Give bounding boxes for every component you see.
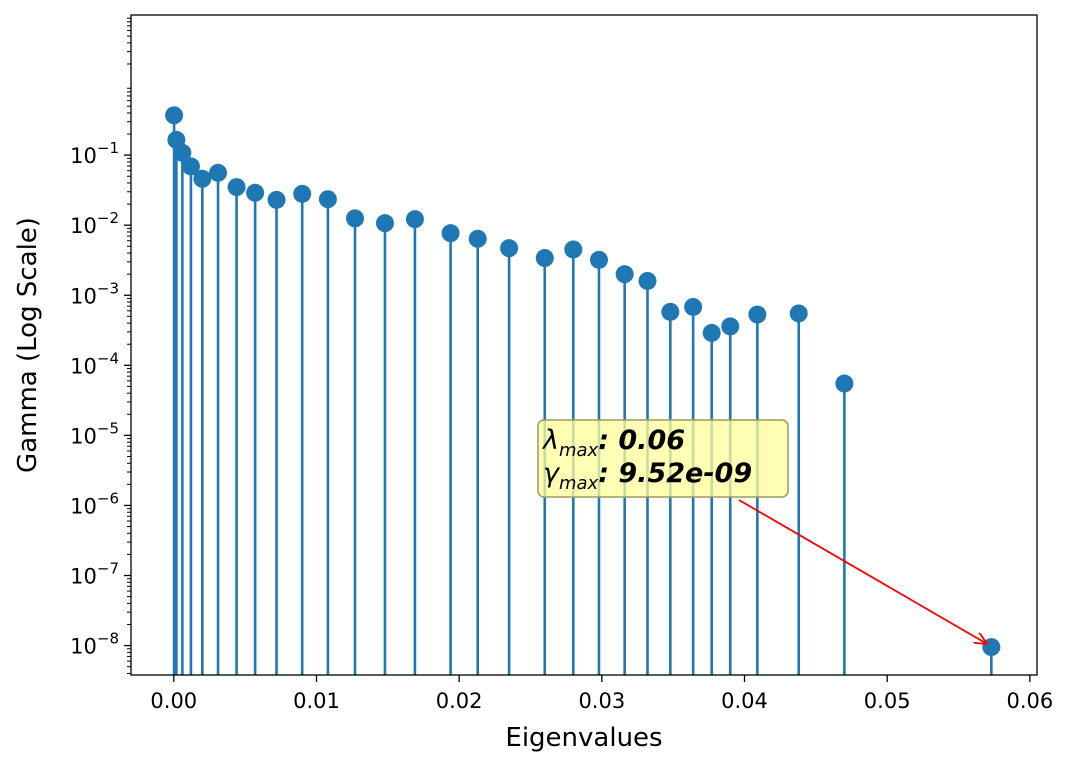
data-point [193, 169, 212, 188]
data-point [209, 163, 228, 182]
data-point [468, 229, 487, 248]
data-point [173, 143, 192, 162]
data-point [982, 638, 1001, 657]
data-point [346, 209, 365, 228]
lambda-subscript: max [559, 440, 599, 461]
x-tick-label: 0.03 [578, 689, 625, 713]
data-point [748, 305, 767, 324]
data-point [405, 210, 424, 229]
max-annotation: λmax: 0.06 γmax: 9.52e-09 [537, 419, 987, 644]
y-tick-label: 10−2 [70, 209, 119, 238]
y-tick-label: 10−4 [70, 349, 119, 378]
data-point [267, 190, 286, 209]
annotation-gamma-max: γmax: 9.52e-09 [543, 458, 752, 494]
gamma-subscript: max [559, 473, 599, 494]
data-point [789, 304, 808, 323]
annotation-arrow [738, 499, 987, 644]
lambda-max-value: : 0.06 [598, 425, 685, 456]
y-tick-label: 10−8 [70, 630, 119, 659]
x-tick-label: 0.00 [150, 689, 197, 713]
lambda-symbol: λ [541, 425, 559, 456]
data-point [318, 190, 337, 209]
markers-layer [165, 106, 1001, 657]
data-point [702, 323, 721, 342]
x-tick-label: 0.02 [436, 689, 483, 713]
gamma-symbol: γ [543, 458, 561, 489]
data-point [246, 183, 265, 202]
data-point [615, 265, 634, 284]
data-point [661, 302, 680, 321]
y-tick-label: 10−1 [70, 139, 119, 168]
data-point [165, 106, 184, 125]
plot-frame [130, 14, 1038, 676]
y-tick-label: 10−7 [70, 560, 119, 589]
x-tick-label: 0.01 [293, 689, 340, 713]
data-point [564, 240, 583, 259]
data-point [181, 157, 200, 176]
data-point [535, 249, 554, 268]
x-tick-label: 0.04 [721, 689, 768, 713]
x-tick-label: 0.05 [864, 689, 911, 713]
data-point [500, 239, 519, 258]
data-point [293, 184, 312, 203]
data-point [227, 178, 246, 197]
x-tick-label: 0.06 [1006, 689, 1053, 713]
y-tick-label: 10−6 [70, 489, 119, 518]
data-point [684, 297, 703, 316]
x-axis-label: Eigenvalues [505, 723, 662, 753]
data-point [721, 317, 740, 336]
data-point [375, 214, 394, 233]
data-point [589, 250, 608, 269]
y-tick-label: 10−5 [70, 419, 119, 448]
y-tick-label: 10−3 [70, 279, 119, 308]
y-axis-label: Gamma (Log Scale) [13, 217, 43, 473]
data-point [835, 374, 854, 393]
y-axis-ticks: 10−1 10−2 10−3 10−4 10−5 10−6 10−7 10−8 [70, 17, 131, 674]
data-point [638, 271, 657, 290]
gamma-max-value: : 9.52e-09 [598, 458, 752, 489]
annotation-box [537, 419, 789, 498]
x-axis-ticks: 0.00 0.01 0.02 0.03 0.04 0.05 0.06 [150, 675, 1053, 713]
data-point [441, 224, 460, 243]
annotation-lambda-max: λmax: 0.06 [541, 425, 685, 461]
